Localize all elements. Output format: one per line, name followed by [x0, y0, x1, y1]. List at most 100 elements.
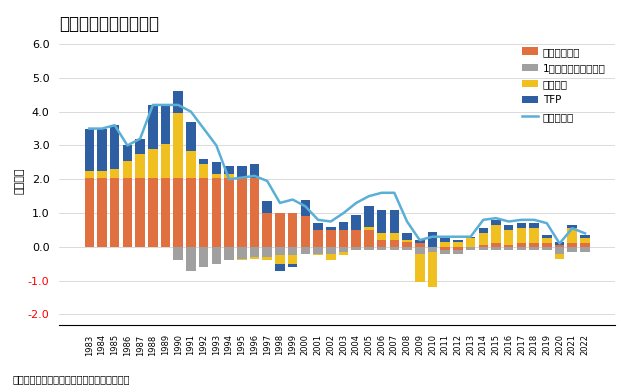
Bar: [542, 247, 552, 250]
Bar: [275, 213, 285, 247]
Bar: [389, 234, 399, 240]
Bar: [313, 254, 323, 255]
Bar: [199, 247, 209, 267]
Text: （出所）日銀「需給ギャップと潜在成長率」: （出所）日銀「需給ギャップと潜在成長率」: [13, 374, 130, 384]
Bar: [555, 245, 564, 247]
Bar: [491, 244, 501, 247]
Bar: [288, 213, 297, 247]
Bar: [568, 247, 577, 252]
Bar: [326, 254, 336, 261]
Bar: [517, 247, 526, 250]
Bar: [580, 244, 590, 247]
Bar: [529, 247, 539, 250]
Bar: [84, 129, 94, 171]
Bar: [263, 201, 272, 213]
Bar: [97, 178, 106, 247]
Bar: [389, 240, 399, 247]
Bar: [237, 166, 246, 178]
Bar: [313, 247, 323, 254]
Bar: [288, 264, 297, 267]
Bar: [542, 235, 552, 239]
Bar: [173, 113, 183, 178]
Bar: [212, 247, 221, 264]
Bar: [504, 247, 513, 250]
Bar: [517, 228, 526, 244]
Bar: [135, 178, 145, 247]
Bar: [415, 254, 425, 282]
Bar: [440, 250, 450, 254]
Bar: [529, 244, 539, 247]
Bar: [568, 228, 577, 244]
Bar: [555, 242, 564, 245]
Bar: [453, 247, 462, 250]
Bar: [249, 247, 260, 257]
Bar: [517, 223, 526, 228]
Bar: [148, 178, 158, 247]
Bar: [364, 206, 374, 227]
Bar: [466, 247, 476, 250]
Bar: [275, 264, 285, 271]
Bar: [339, 247, 348, 252]
Bar: [403, 247, 412, 250]
Bar: [352, 215, 361, 230]
Bar: [237, 178, 246, 247]
Bar: [173, 91, 183, 113]
Bar: [275, 255, 285, 264]
Bar: [428, 232, 437, 247]
Bar: [186, 178, 196, 247]
Bar: [173, 178, 183, 247]
Bar: [364, 227, 374, 230]
Bar: [479, 247, 488, 250]
Bar: [237, 259, 246, 261]
Bar: [415, 244, 425, 247]
Bar: [161, 144, 170, 178]
Bar: [263, 247, 272, 257]
Bar: [249, 257, 260, 259]
Bar: [364, 247, 374, 250]
Bar: [504, 225, 513, 230]
Bar: [529, 228, 539, 244]
Bar: [453, 250, 462, 254]
Bar: [224, 174, 234, 178]
Bar: [123, 178, 132, 247]
Bar: [339, 252, 348, 255]
Bar: [466, 239, 476, 247]
Bar: [352, 230, 361, 247]
Bar: [504, 245, 513, 247]
Bar: [123, 161, 132, 178]
Bar: [161, 178, 170, 247]
Bar: [123, 146, 132, 161]
Bar: [84, 178, 94, 247]
Bar: [263, 257, 272, 261]
Bar: [428, 252, 437, 288]
Bar: [110, 178, 120, 247]
Bar: [491, 247, 501, 250]
Bar: [288, 255, 297, 264]
Bar: [403, 242, 412, 247]
Bar: [263, 213, 272, 247]
Bar: [580, 235, 590, 239]
Bar: [301, 217, 310, 247]
Bar: [97, 171, 106, 178]
Bar: [352, 247, 361, 250]
Bar: [186, 122, 196, 151]
Bar: [212, 163, 221, 174]
Bar: [339, 222, 348, 230]
Bar: [224, 247, 234, 261]
Bar: [237, 247, 246, 259]
Bar: [313, 223, 323, 230]
Bar: [403, 234, 412, 240]
Bar: [199, 178, 209, 247]
Bar: [389, 247, 399, 250]
Bar: [555, 247, 564, 254]
Bar: [466, 237, 476, 239]
Bar: [199, 159, 209, 164]
Bar: [479, 245, 488, 247]
Bar: [339, 230, 348, 247]
Bar: [186, 247, 196, 271]
Bar: [542, 239, 552, 244]
Bar: [148, 105, 158, 149]
Legend: 資本ストック, 1人当たり総労働時間, 就業者数, TFP, 潜在成長率: 資本ストック, 1人当たり総労働時間, 就業者数, TFP, 潜在成長率: [518, 42, 610, 126]
Bar: [428, 247, 437, 252]
Bar: [453, 240, 462, 242]
